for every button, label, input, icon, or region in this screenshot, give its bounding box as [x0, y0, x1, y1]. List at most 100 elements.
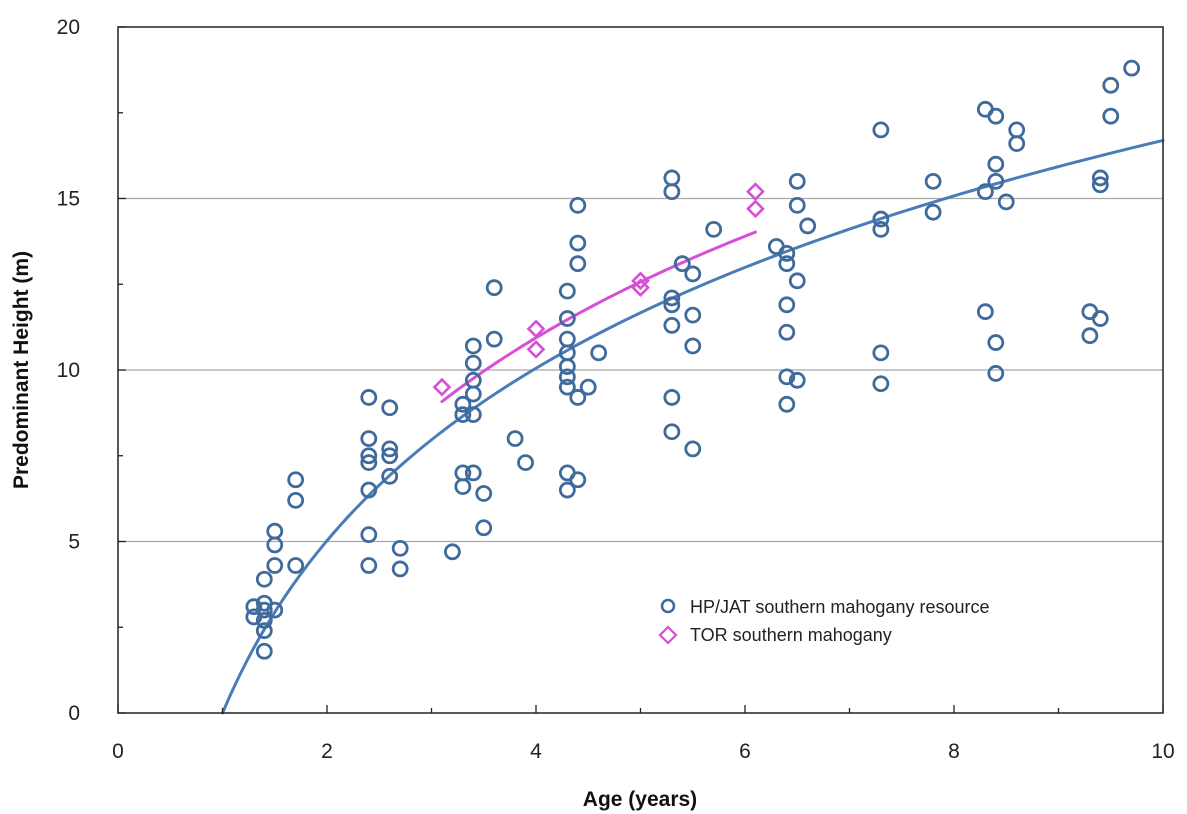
point-hp-jat [475, 519, 493, 537]
point-hp-jat [872, 121, 890, 139]
point-tor [526, 340, 546, 359]
trend-lines [221, 138, 1165, 715]
point-hp-jat [663, 183, 681, 201]
point-hp-jat [454, 406, 472, 423]
legend-label-tor: TOR southern mahogany [690, 625, 892, 645]
axis-ticks [117, 26, 1164, 714]
point-hp-jat [872, 210, 890, 228]
y-tick-label: 0 [68, 702, 80, 725]
point-hp-jat [579, 378, 597, 396]
point-hp-jat [590, 344, 608, 362]
y-tick-label: 20 [57, 16, 80, 39]
point-hp-jat [872, 375, 890, 393]
point-hp-jat [1008, 121, 1026, 139]
point-hp-jat [663, 296, 681, 314]
point-hp-jat [684, 337, 702, 355]
point-hp-jat [464, 385, 482, 403]
point-hp-jat [255, 570, 273, 588]
point-hp-jat [558, 481, 576, 499]
data-points [245, 59, 1141, 660]
point-hp-jat [360, 389, 378, 406]
point-hp-jat [558, 358, 576, 375]
point-hp-jat [360, 481, 378, 499]
point-hp-jat [391, 539, 409, 557]
point-hp-jat [266, 557, 284, 574]
point-hp-jat [443, 543, 461, 561]
point-hp-jat [778, 395, 796, 413]
point-hp-jat [266, 536, 284, 554]
point-hp-jat [673, 255, 691, 273]
point-hp-jat [266, 522, 284, 540]
point-hp-jat [464, 406, 482, 423]
point-hp-jat [788, 172, 806, 190]
point-hp-jat [976, 303, 994, 321]
point-tor [526, 319, 546, 339]
tick-labels: 0 5 10 15 20 0 2 4 6 8 10 [57, 16, 1175, 763]
point-hp-jat [705, 220, 723, 238]
point-hp-jat [778, 296, 796, 314]
point-hp-jat [287, 557, 305, 574]
legend-marker-hp-jat [660, 598, 676, 614]
point-hp-jat [287, 471, 305, 489]
point-hp-jat [569, 471, 587, 489]
x-tick-label: 4 [530, 740, 542, 763]
point-hp-jat [360, 526, 378, 544]
point-hp-jat [1102, 76, 1120, 94]
point-hp-jat [788, 196, 806, 214]
point-hp-jat [360, 454, 378, 472]
legend-label-hp-jat: HP/JAT southern mahogany resource [690, 597, 990, 617]
x-tick-label: 8 [948, 740, 960, 763]
point-hp-jat [924, 203, 942, 221]
point-hp-jat [506, 430, 524, 448]
point-hp-jat [360, 447, 378, 465]
y-axis-title: Predominant Height (m) [10, 251, 33, 489]
point-tor [631, 278, 650, 298]
point-hp-jat [569, 255, 587, 273]
point-hp-jat [464, 337, 482, 355]
trend-line-hp-jat [221, 138, 1165, 715]
point-hp-jat [778, 368, 796, 386]
legend: HP/JAT southern mahogany resource TOR so… [658, 597, 990, 645]
point-hp-jat [558, 330, 576, 348]
point-hp-jat [778, 323, 796, 341]
point-hp-jat [1081, 327, 1099, 345]
point-hp-jat [558, 282, 576, 300]
point-hp-jat [558, 378, 576, 396]
x-tick-label: 2 [321, 740, 333, 763]
point-hp-jat [1091, 310, 1109, 327]
point-hp-jat [569, 389, 587, 406]
y-tick-label: 10 [57, 359, 80, 382]
point-hp-jat [663, 289, 681, 307]
point-hp-jat [255, 611, 273, 629]
point-hp-jat [1008, 135, 1026, 153]
point-hp-jat [778, 244, 796, 262]
point-hp-jat [475, 485, 493, 502]
point-hp-jat [464, 464, 482, 482]
point-hp-jat [245, 598, 263, 616]
point-hp-jat [924, 172, 942, 190]
point-hp-jat [517, 454, 534, 472]
point-tor [432, 377, 452, 397]
point-tor [746, 199, 765, 219]
point-hp-jat [464, 354, 482, 372]
point-hp-jat [266, 601, 284, 619]
point-hp-jat [454, 395, 472, 413]
point-hp-jat [663, 423, 681, 441]
point-hp-jat [987, 365, 1005, 382]
point-hp-jat [997, 193, 1015, 211]
point-hp-jat [381, 440, 399, 458]
point-hp-jat [1091, 176, 1109, 194]
point-hp-jat [569, 234, 587, 252]
point-hp-jat [1123, 59, 1141, 77]
point-tor [746, 182, 765, 201]
point-hp-jat [391, 560, 409, 578]
point-hp-jat [684, 440, 702, 458]
point-hp-jat [663, 389, 681, 406]
point-hp-jat [788, 371, 806, 389]
legend-marker-tor [658, 625, 678, 645]
point-hp-jat [799, 217, 817, 235]
point-hp-jat [558, 310, 576, 327]
point-hp-jat [1102, 107, 1120, 125]
point-hp-jat [485, 330, 503, 348]
point-hp-jat [558, 368, 576, 386]
